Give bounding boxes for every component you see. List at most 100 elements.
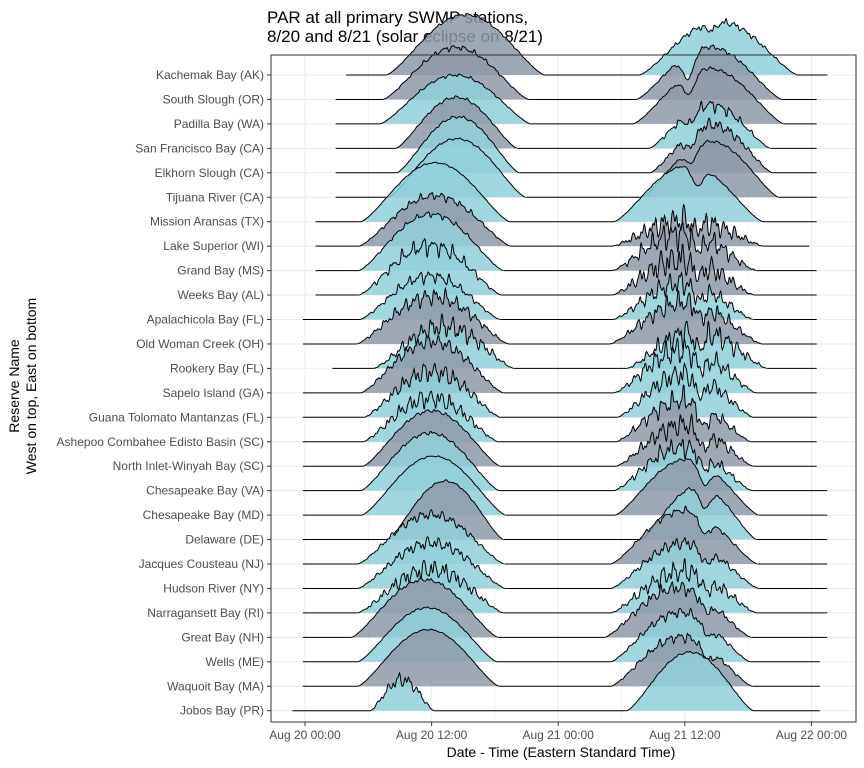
x-tick-label: Aug 20 12:00	[396, 728, 468, 742]
y-tick-label: Wells (ME)	[206, 655, 264, 669]
y-tick-label: Hudson River (NY)	[163, 581, 264, 595]
ridge-day1-outline	[360, 334, 504, 394]
ridge-day2-outline	[626, 320, 767, 369]
ridge-day1-area	[357, 509, 505, 564]
y-tick-label: Waquoit Bay (MA)	[167, 679, 264, 693]
y-axis-title-line-2: West on top, East on bottom	[23, 298, 39, 474]
ridge-day1-outline	[364, 362, 501, 418]
y-tick-label: Lake Superior (WI)	[163, 239, 264, 253]
ridge-day2-outline	[617, 361, 754, 418]
ridge-day1-area	[357, 536, 506, 589]
ridge-day2-outline	[614, 337, 757, 394]
y-tick-label: San Francisco Bay (CA)	[135, 141, 264, 155]
x-axis-title: Date - Time (Eastern Standard Time)	[447, 744, 676, 760]
ridge-day1-area	[358, 211, 504, 271]
y-tick-label: Chesapeake Bay (VA)	[146, 484, 264, 498]
ridge-day2-outline	[639, 17, 798, 76]
x-tick-labels: Aug 20 00:00 Aug 20 12:00 Aug 21 00:00 Aug …	[269, 722, 847, 742]
ridge-day2-area	[616, 385, 752, 442]
ridge-day1-outline	[360, 430, 500, 492]
ridge-day2-outline	[613, 166, 764, 223]
ridge-day2-area	[604, 582, 752, 638]
ridge-day1-outline	[357, 559, 504, 614]
ridge-day2-outline	[616, 384, 752, 443]
ridge-day2-outline	[613, 271, 754, 320]
ridge-day1-outline	[357, 536, 506, 589]
ridge-day1-outline	[357, 606, 498, 663]
ridge-day2-area	[617, 363, 754, 418]
ridge-day1-outline	[359, 271, 500, 320]
ridge-day1-area	[370, 673, 434, 711]
ridge-day2-outline	[615, 458, 759, 516]
x-tick-label: Aug 20 00:00	[269, 728, 341, 742]
ridge-day1-area	[357, 629, 500, 687]
grid	[271, 55, 856, 722]
ridge-day1-outline	[395, 95, 517, 149]
ridge-day1-area	[360, 162, 510, 222]
y-tick-label: Old Woman Creek (OH)	[136, 337, 264, 351]
ridge-day2-area	[612, 221, 757, 271]
y-tick-label: Rookery Bay (FL)	[170, 361, 264, 375]
y-tick-label: Weeks Bay (AL)	[178, 288, 264, 302]
ridge-day2-outline	[632, 66, 784, 125]
y-tick-label: Chesapeake Bay (MD)	[143, 508, 264, 522]
ridge-day2-area	[639, 18, 798, 75]
y-tick-label: Narragansett Bay (RI)	[147, 606, 264, 620]
x-tick-label: Aug 21 12:00	[649, 728, 721, 742]
ridge-day1-outline	[358, 237, 502, 296]
y-tick-label: Jobos Bay (PR)	[180, 704, 264, 718]
ridge-day2-outline	[649, 117, 773, 174]
y-axis-title-line-1: Reserve Name	[6, 339, 22, 433]
ridge-day2-outline	[610, 558, 757, 614]
y-tick-label: Padilla Bay (WA)	[174, 117, 264, 131]
ridge-day1-area	[383, 45, 529, 100]
ridge-day1-outline	[362, 408, 500, 467]
ridge-day1-outline	[356, 286, 509, 345]
y-tick-label: North Inlet-Winyah Bay (SC)	[113, 459, 264, 473]
ridges	[292, 12, 828, 712]
ridge-day1-area	[364, 363, 501, 418]
y-tick-label: Mission Aransas (TX)	[150, 215, 264, 229]
ridge-day1-area	[360, 335, 504, 393]
ridge-day1-outline	[362, 390, 498, 443]
ridge-day1-area	[356, 288, 509, 344]
ridge-day1-outline	[361, 455, 506, 516]
ridge-day2-area	[626, 651, 754, 711]
ridge-day1-outline	[370, 671, 434, 712]
ridge-day2-area	[633, 66, 784, 124]
ridge-day2-area	[616, 414, 754, 467]
panel-border	[270, 54, 857, 723]
y-tick-label: Kachemak Bay (AK)	[156, 68, 264, 82]
y-tick-label: Apalachicola Bay (FL)	[147, 313, 264, 327]
ridge-day2-outline	[611, 220, 757, 272]
ridge-day2-outline	[636, 44, 783, 100]
ridge-day1-outline	[386, 12, 545, 76]
ridge-day1-outline	[358, 211, 504, 272]
y-tick-label: Great Bay (NH)	[181, 630, 264, 644]
ridge-day2-outline	[611, 243, 755, 296]
x-tick-label: Aug 22 00:00	[776, 728, 848, 742]
y-tick-label: South Slough (OR)	[163, 92, 264, 106]
ridge-day1-outline	[373, 313, 514, 369]
ridge-day1-area	[386, 13, 545, 75]
ridge-day1-outline	[396, 115, 520, 174]
y-axis-title: Reserve Name West on top, East on bottom	[6, 298, 39, 474]
ridge-day2-area	[626, 320, 768, 369]
ridge-day2-outline	[610, 607, 751, 663]
ridge-day2-outline	[616, 412, 754, 467]
x-tick-label: Aug 21 00:00	[522, 728, 594, 742]
ridge-day2-outline	[610, 632, 753, 687]
ridge-day2-outline	[611, 203, 764, 247]
ridge-day2-outline	[640, 487, 757, 540]
y-tick-label: Delaware (DE)	[185, 533, 264, 547]
ridge-day2-area	[609, 290, 762, 344]
ridge-day1-outline	[357, 508, 505, 565]
ridge-day1-outline	[358, 191, 511, 247]
ridge-day2-area	[611, 506, 758, 564]
ridge-day2-outline	[609, 290, 762, 345]
y-tick-label: Jacques Cousteau (NJ)	[139, 557, 264, 571]
y-tick-label: Elkhorn Slough (CA)	[155, 166, 264, 180]
ridge-day2-outline	[626, 650, 754, 712]
y-tick-label: Tijuana River (CA)	[166, 190, 264, 204]
